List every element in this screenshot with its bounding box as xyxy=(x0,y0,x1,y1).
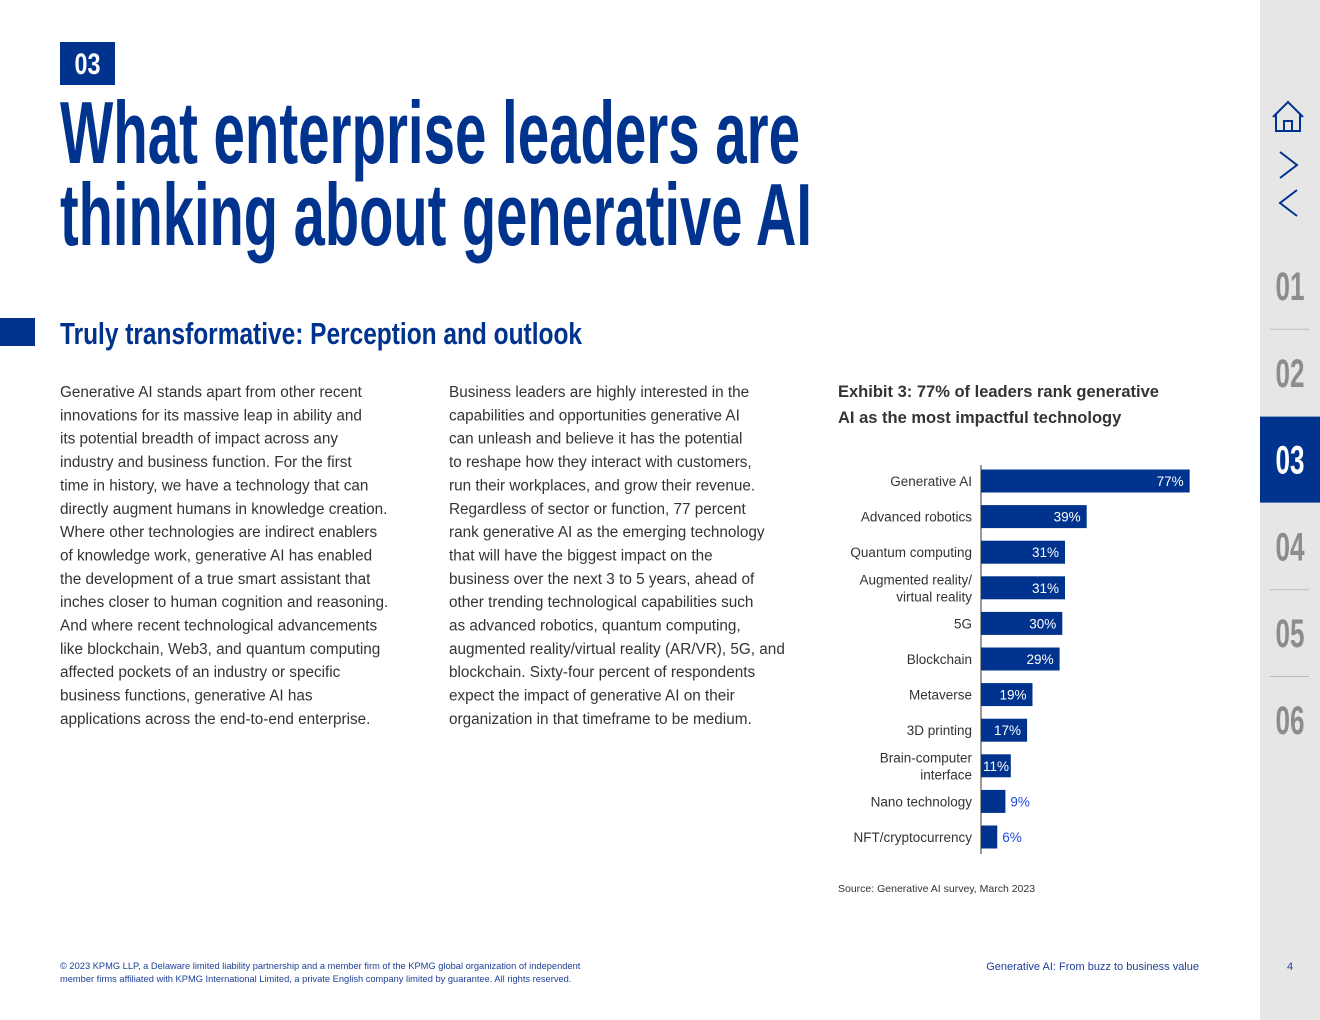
footer-publication: Generative AI: From buzz to business val… xyxy=(986,961,1199,973)
chart-title: AI as the most impactful technology xyxy=(838,409,1122,427)
body-text: augmented reality/virtual reality (AR/VR… xyxy=(449,641,785,658)
bar xyxy=(981,469,1190,493)
bar xyxy=(981,576,1066,600)
subtitle-marker xyxy=(0,318,35,346)
body-text: Where other technologies are indirect en… xyxy=(60,524,378,541)
value-label: 19% xyxy=(999,688,1026,703)
category-label: Metaverse xyxy=(909,688,972,703)
body-text: affected pockets of an industry or speci… xyxy=(60,664,341,681)
bar xyxy=(981,825,998,849)
body-text: industry and business function. For the … xyxy=(60,454,352,471)
body-text: blockchain. Sixty-four percent of respon… xyxy=(449,664,755,681)
nav-active xyxy=(1260,416,1320,503)
value-label: 11% xyxy=(983,759,1009,774)
value-label: 31% xyxy=(1032,545,1059,560)
body-text: as advanced robotics, quantum computing, xyxy=(449,618,741,635)
section-number: 03 xyxy=(75,48,101,81)
footer-copyright: © 2023 KPMG LLP, a Delaware limited liab… xyxy=(60,961,581,971)
body-text: innovations for its massive leap in abil… xyxy=(60,407,362,424)
value-label: 9% xyxy=(1010,794,1030,809)
category-label: interface xyxy=(920,767,972,782)
subtitle: Truly transformative: Perception and out… xyxy=(60,316,583,351)
category-label: Blockchain xyxy=(907,652,972,667)
body-text: And where recent technological advanceme… xyxy=(60,618,378,635)
nav-item[interactable]: 06 xyxy=(1276,699,1305,743)
section-badge xyxy=(60,42,115,85)
chart-title: Exhibit 3: 77% of leaders rank generativ… xyxy=(838,383,1159,401)
category-label: 3D printing xyxy=(907,723,972,738)
category-label: Brain-computer xyxy=(880,750,973,765)
body-text: that will have the biggest impact on the xyxy=(449,547,713,564)
body-text: business functions, generative AI has xyxy=(60,688,313,705)
body-text: rank generative AI as the emerging techn… xyxy=(449,524,765,541)
bar xyxy=(981,683,1033,707)
category-label: NFT/cryptocurrency xyxy=(853,830,972,845)
nav-item[interactable]: 01 xyxy=(1276,265,1305,309)
body-text: its potential breadth of impact across a… xyxy=(60,431,338,448)
bar xyxy=(981,647,1060,671)
bar xyxy=(981,789,1006,813)
body-text: other trending technological capabilitie… xyxy=(449,594,753,611)
nav-item[interactable]: 04 xyxy=(1276,525,1305,569)
category-label: Generative AI xyxy=(890,474,972,489)
nav-item[interactable]: 05 xyxy=(1276,612,1305,656)
bar xyxy=(981,754,1011,778)
body-text: expect the impact of generative AI on th… xyxy=(449,688,735,705)
page-title: What enterprise leaders are xyxy=(60,83,800,182)
body-text: to reshape how they interact with custom… xyxy=(449,454,752,471)
body-text: business over the next 3 to 5 years, ahe… xyxy=(449,571,755,588)
body-text: capabilities and opportunities generativ… xyxy=(449,407,740,424)
bar xyxy=(981,540,1066,564)
bar xyxy=(981,718,1028,742)
value-label: 31% xyxy=(1032,581,1059,596)
footer-copyright: member firms affiliated with KPMG Intern… xyxy=(60,974,571,984)
body-text: run their workplaces, and grow their rev… xyxy=(449,477,755,494)
home-icon[interactable] xyxy=(1272,100,1304,132)
value-label: 29% xyxy=(1027,652,1054,667)
value-label: 30% xyxy=(1029,616,1056,631)
body-text: like blockchain, Web3, and quantum compu… xyxy=(60,641,380,658)
body-text: the development of a true smart assistan… xyxy=(60,571,371,588)
bar xyxy=(981,611,1063,635)
value-label: 6% xyxy=(1002,830,1022,845)
prev-icon[interactable] xyxy=(1278,189,1298,217)
chart-source: Source: Generative AI survey, March 2023 xyxy=(838,883,1035,895)
body-text: Business leaders are highly interested i… xyxy=(449,384,749,401)
nav-item[interactable]: 02 xyxy=(1276,352,1305,396)
category-label: virtual reality xyxy=(896,589,972,604)
body-text: Generative AI stands apart from other re… xyxy=(60,384,363,401)
sidebar xyxy=(1260,0,1320,1020)
value-label: 77% xyxy=(1157,474,1184,489)
page-number: 4 xyxy=(1287,961,1293,973)
body-text: applications across the end-to-end enter… xyxy=(60,711,370,728)
value-label: 17% xyxy=(994,723,1021,738)
body-text: Regardless of sector or function, 77 per… xyxy=(449,501,747,518)
bar xyxy=(981,505,1087,529)
body-text: organization in that timeframe to be med… xyxy=(449,711,752,728)
body-text: of knowledge work, generative AI has ena… xyxy=(60,547,372,564)
nav-item[interactable]: 03 xyxy=(1276,439,1305,483)
body-text: time in history, we have a technology th… xyxy=(60,477,368,494)
category-label: 5G xyxy=(954,616,972,631)
body-text: inches closer to human cognition and rea… xyxy=(60,594,388,611)
category-label: Augmented reality/ xyxy=(859,572,972,587)
category-label: Quantum computing xyxy=(850,545,972,560)
category-label: Nano technology xyxy=(871,794,973,809)
category-label: Advanced robotics xyxy=(861,510,972,525)
body-text: directly augment humans in knowledge cre… xyxy=(60,501,387,518)
page-title: thinking about generative AI xyxy=(60,165,812,264)
next-icon[interactable] xyxy=(1279,151,1299,179)
body-text: can unleash and believe it has the poten… xyxy=(449,431,742,448)
value-label: 39% xyxy=(1054,510,1081,525)
